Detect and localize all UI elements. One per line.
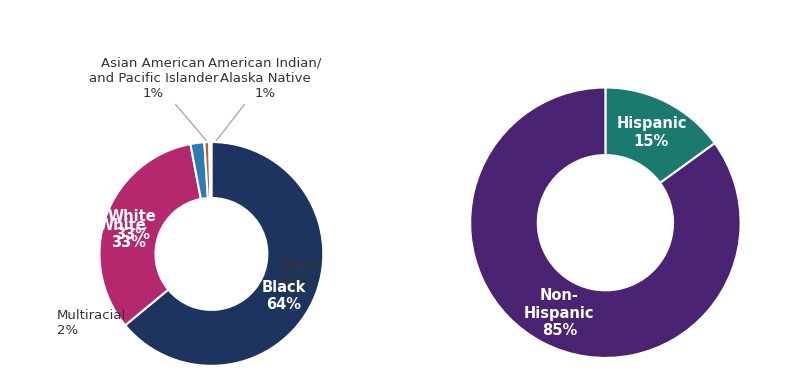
Wedge shape [190, 142, 208, 199]
Text: Multiracial
2%: Multiracial 2% [57, 309, 126, 337]
Wedge shape [470, 88, 741, 358]
Wedge shape [204, 142, 210, 198]
Wedge shape [606, 88, 714, 183]
Text: White
33%: White 33% [108, 209, 157, 242]
Wedge shape [210, 142, 211, 198]
Wedge shape [125, 142, 323, 366]
Text: Asian American
and Pacific Islander
1%: Asian American and Pacific Islander 1% [89, 57, 218, 140]
Text: Hispanic
15%: Hispanic 15% [616, 116, 686, 149]
Text: White
33%: White 33% [98, 218, 146, 250]
Text: Black
64%: Black 64% [262, 280, 306, 312]
Text: Non-
Hispanic
85%: Non- Hispanic 85% [524, 288, 594, 338]
Text: American Indian/
Alaska Native
1%: American Indian/ Alaska Native 1% [209, 57, 322, 140]
Wedge shape [99, 144, 201, 325]
Text: Black
64%: Black 64% [281, 258, 320, 290]
